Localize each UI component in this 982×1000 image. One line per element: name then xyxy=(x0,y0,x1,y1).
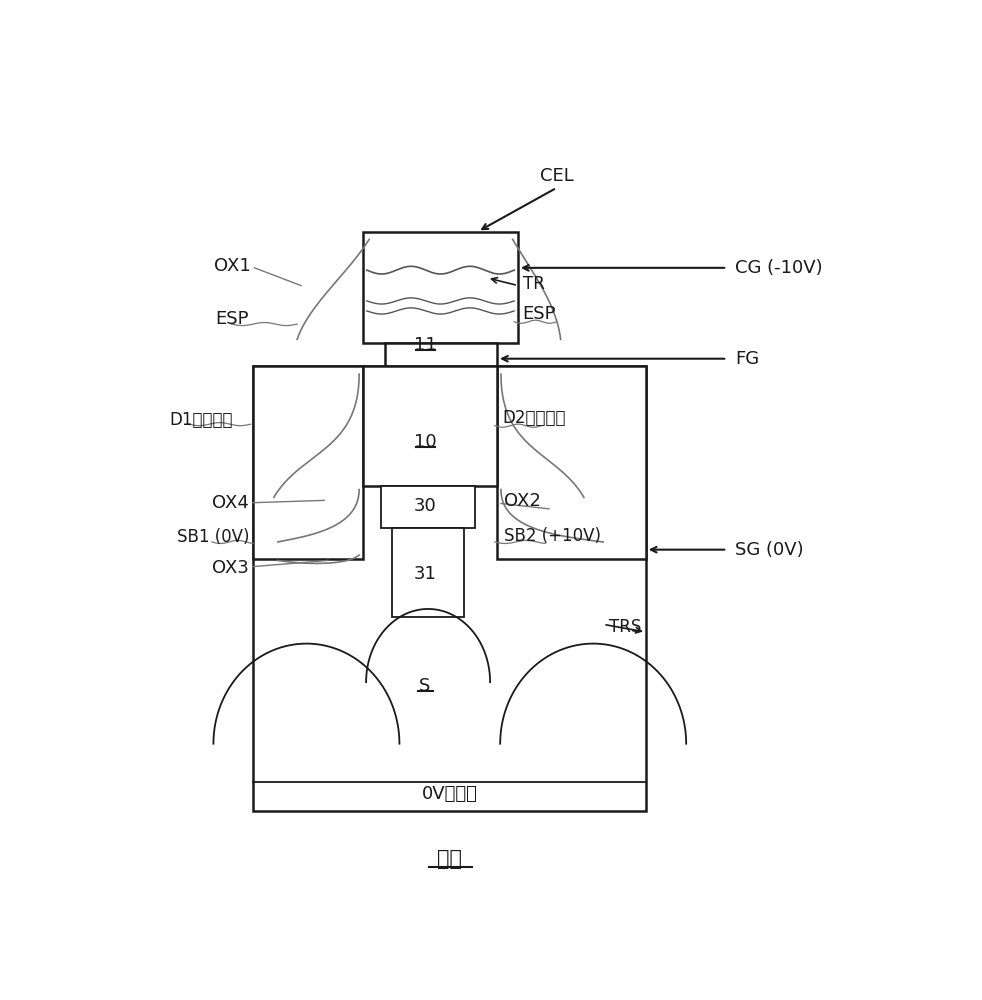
Text: D2（浮动）: D2（浮动） xyxy=(503,409,566,427)
Text: OX1: OX1 xyxy=(214,257,250,275)
Text: 11: 11 xyxy=(413,336,436,354)
Text: 擦除: 擦除 xyxy=(437,849,463,869)
Bar xyxy=(381,486,475,528)
Text: TR: TR xyxy=(522,275,545,293)
Text: FG: FG xyxy=(735,350,759,368)
Text: 10: 10 xyxy=(413,433,436,451)
Text: D1（浮动）: D1（浮动） xyxy=(169,411,233,429)
Text: TRS: TRS xyxy=(610,618,642,636)
Text: S: S xyxy=(419,677,431,695)
Text: CEL: CEL xyxy=(540,167,573,185)
Text: CG (-10V): CG (-10V) xyxy=(735,259,823,277)
Bar xyxy=(363,366,497,486)
Bar xyxy=(253,366,363,559)
Text: OX4: OX4 xyxy=(212,494,249,512)
Bar xyxy=(393,528,464,617)
Text: SB1 (0V): SB1 (0V) xyxy=(177,528,249,546)
Text: ESP: ESP xyxy=(216,310,249,328)
Bar xyxy=(497,366,646,559)
Text: ESP: ESP xyxy=(522,305,556,323)
Bar xyxy=(363,232,518,343)
Text: OX3: OX3 xyxy=(212,559,249,577)
Bar xyxy=(253,366,646,811)
Bar xyxy=(385,343,497,366)
Text: 0V或浮动: 0V或浮动 xyxy=(422,785,477,803)
Text: 31: 31 xyxy=(413,565,436,583)
Text: SG (0V): SG (0V) xyxy=(735,541,803,559)
Text: OX2: OX2 xyxy=(504,492,541,510)
Text: 30: 30 xyxy=(413,497,436,515)
Text: SB2 (+10V): SB2 (+10V) xyxy=(504,527,601,545)
